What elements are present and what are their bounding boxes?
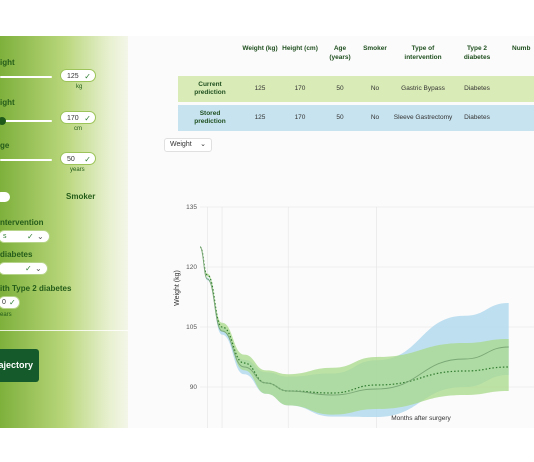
col-header-height: Height (cm): [282, 45, 318, 52]
check-icon: ✓: [25, 264, 32, 273]
current-prediction-band: [200, 247, 509, 415]
y-axis-label: Weight (kg): [174, 270, 181, 306]
col-header-smoker: Smoker: [363, 45, 387, 52]
cell-height: 170: [294, 85, 306, 92]
weight-label: ight: [0, 58, 15, 67]
cell-diabetes: Diabetes: [464, 85, 490, 92]
col-header-weight: Weight (kg): [242, 45, 278, 52]
years-t2-label: ith Type 2 diabetes: [0, 284, 72, 293]
stored-prediction-line: [199, 246, 509, 396]
y-tick-label: 120: [186, 264, 197, 271]
cell-age: 50: [336, 85, 344, 92]
x-axis-label: Months after surgery: [391, 415, 451, 422]
diabetes-label: diabetes: [0, 250, 33, 259]
check-icon: ✓: [9, 298, 16, 307]
metric-dropdown-value: Weight: [170, 141, 192, 148]
weight-trajectory-chart: 7590105120135 131224 Weight (kg) Months …: [174, 204, 534, 428]
chevron-down-icon: ⌄: [37, 232, 44, 241]
cell-smoker: No: [370, 85, 380, 92]
metric-dropdown[interactable]: Weight ⌄: [164, 138, 212, 152]
cell-weight: 125: [254, 114, 266, 121]
age-unit: years: [70, 167, 85, 173]
col-header-age: Age (years): [329, 45, 351, 61]
intervention-select[interactable]: s ✓ ⌄: [0, 230, 50, 243]
y-tick-label: 135: [186, 204, 197, 211]
cell-smoker: No: [370, 114, 380, 121]
weight-input[interactable]: 125 ✓: [60, 69, 96, 82]
diabetes-select[interactable]: ✓ ⌄: [0, 262, 48, 275]
check-icon: ✓: [84, 114, 91, 123]
years-t2-unit: ears: [0, 312, 12, 318]
sidebar: ight 125 ✓ kg ight 170 ✓ cm ge 50 ✓ years S…: [0, 36, 128, 428]
years-t2-input[interactable]: 0 ✓: [0, 296, 20, 309]
height-unit: cm: [74, 126, 82, 132]
age-input[interactable]: 50 ✓: [60, 152, 96, 165]
smoker-toggle[interactable]: [0, 192, 10, 202]
intervention-label: ntervention: [0, 218, 44, 227]
check-icon: ✓: [27, 232, 34, 241]
table-row-stored[interactable]: Stored prediction 125 170 50 No Sleeve G…: [178, 105, 534, 131]
y-axis-ticks: 7590105120135: [186, 204, 198, 391]
check-icon: ✓: [84, 72, 91, 81]
height-slider[interactable]: [0, 120, 52, 122]
col-header-diabetes: Type 2 diabetes: [463, 45, 491, 61]
y-tick-label: 105: [186, 324, 197, 331]
height-slider-knob[interactable]: [0, 117, 6, 125]
check-icon: ✓: [84, 155, 91, 164]
y-tick-label: 90: [190, 384, 198, 391]
row-name: Stored prediction: [194, 110, 226, 125]
col-header-intervention: Type of intervention: [404, 45, 442, 61]
divider: [0, 330, 128, 331]
age-value: 50: [67, 156, 75, 163]
smoker-label: Smoker: [66, 192, 96, 201]
height-input[interactable]: 170 ✓: [60, 111, 96, 124]
cell-diabetes: Diabetes: [464, 114, 490, 121]
age-label: ge: [0, 141, 10, 150]
cell-intervention: Gastric Bypass: [401, 85, 445, 92]
cell-intervention: Sleeve Gastrectomy: [393, 114, 453, 121]
app-frame: ight 125 ✓ kg ight 170 ✓ cm ge 50 ✓ years S…: [0, 36, 534, 428]
col-header-number: Numb: [512, 45, 531, 52]
cell-weight: 125: [254, 85, 266, 92]
years-t2-value: 0: [2, 299, 6, 306]
weight-value: 125: [67, 73, 79, 80]
height-value: 170: [67, 115, 79, 122]
cell-age: 50: [336, 114, 344, 121]
chevron-down-icon: ⌄: [200, 141, 206, 148]
weight-slider[interactable]: [0, 76, 52, 78]
age-slider[interactable]: [0, 159, 52, 161]
chevron-down-icon: ⌄: [35, 264, 42, 273]
height-label: ight: [0, 98, 15, 107]
table-row-current[interactable]: Current prediction 125 170 50 No Gastric…: [178, 76, 534, 102]
weight-unit: kg: [76, 84, 83, 90]
intervention-value: s: [3, 233, 7, 240]
trajectory-button[interactable]: rajectory: [0, 349, 39, 382]
row-name: Current prediction: [194, 81, 226, 96]
cell-height: 170: [294, 114, 306, 121]
